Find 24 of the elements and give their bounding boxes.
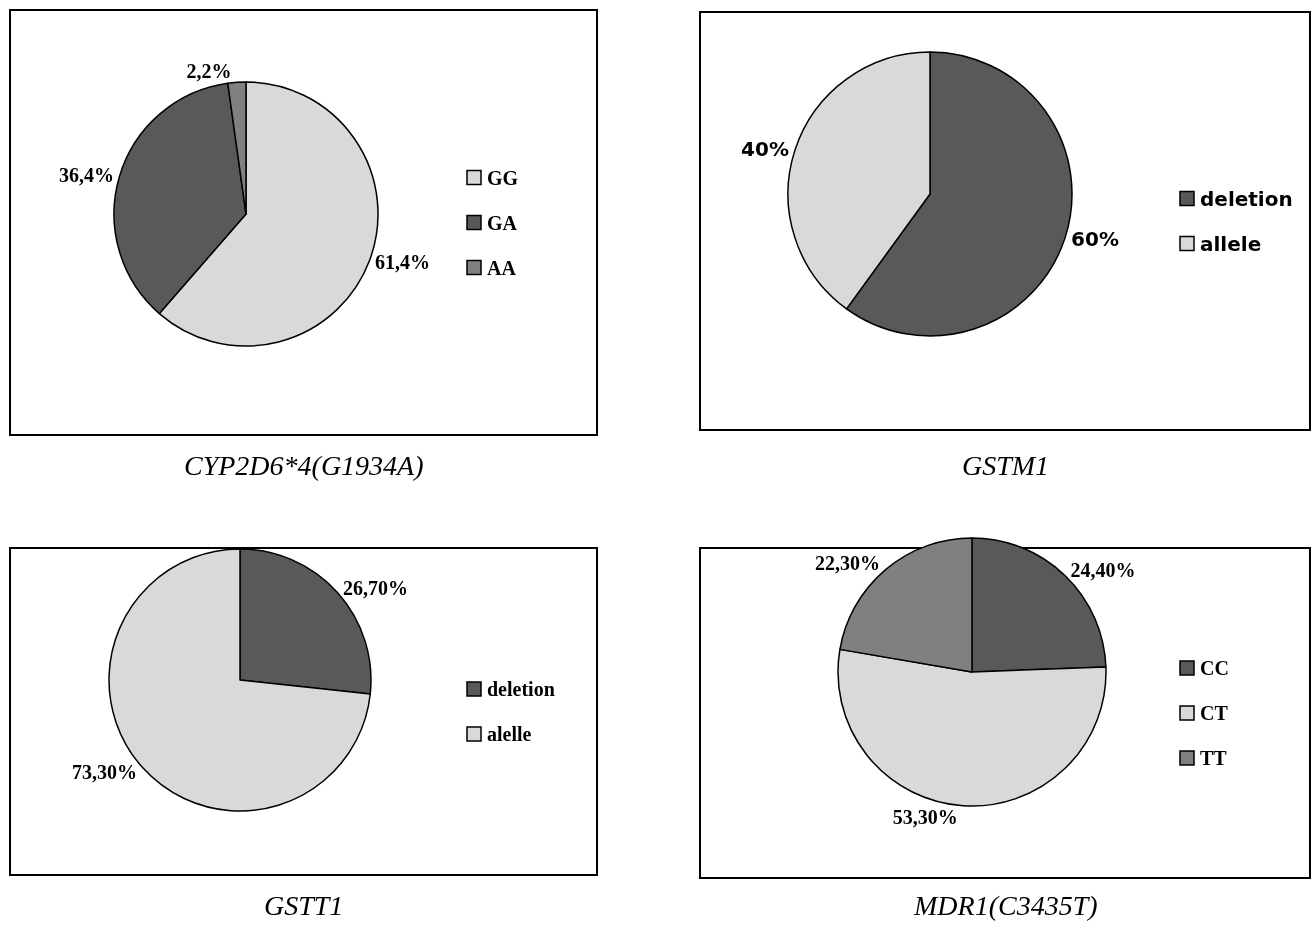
- data-label: 60%: [1071, 227, 1119, 252]
- text: MDR1(C3435T): [913, 890, 1098, 921]
- data-label: 36,4%: [58, 164, 114, 187]
- data-label: 24,40%: [1070, 558, 1136, 581]
- legend-label: CT: [1200, 702, 1229, 724]
- legend-label: deletion: [1200, 187, 1293, 211]
- text: GSTT1: [264, 890, 344, 921]
- legend-label: CC: [1200, 657, 1229, 679]
- legend-label: deletion: [487, 678, 555, 700]
- data-label: 26,70%: [342, 576, 408, 599]
- data-label: 53,30%: [892, 805, 958, 828]
- legend-label: GA: [487, 212, 518, 234]
- legend-label: alelle: [487, 723, 532, 745]
- data-label: 2,2%: [186, 60, 232, 83]
- data-label: 61,4%: [375, 250, 431, 273]
- text: GSTM1: [962, 450, 1050, 481]
- data-label: 22,30%: [815, 552, 881, 575]
- data-label: 73,30%: [72, 761, 138, 784]
- legend-label: allele: [1200, 232, 1262, 256]
- legend-label: TT: [1200, 747, 1228, 769]
- data-label: 40%: [741, 136, 789, 161]
- legend-label: GG: [487, 167, 519, 189]
- text: CYP2D6*4(G1934A): [184, 450, 424, 481]
- legend-label: AA: [487, 257, 517, 279]
